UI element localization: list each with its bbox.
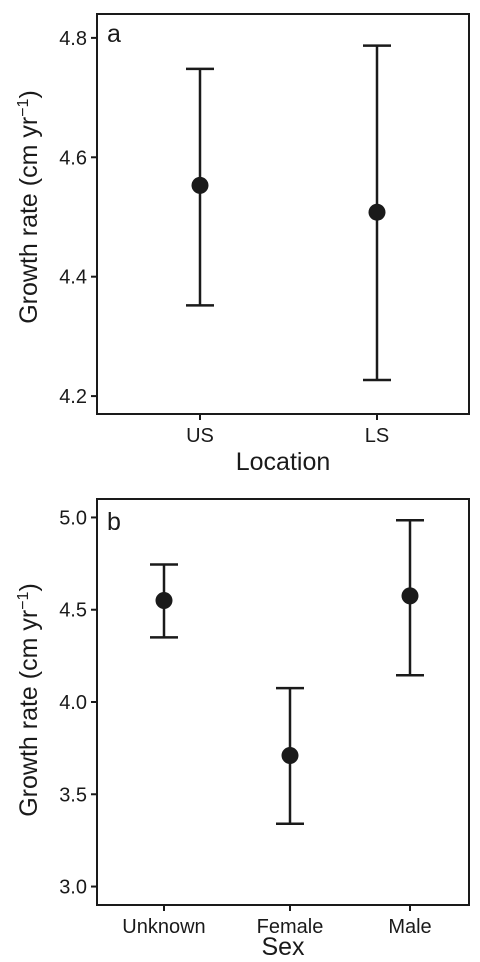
x-tick-label: Female	[257, 916, 324, 938]
y-tick-label: 4.0	[59, 692, 87, 714]
data-point	[155, 592, 173, 609]
panel-a-x-ticks: US LS	[186, 414, 389, 447]
y-tick-label: 3.0	[59, 877, 87, 899]
y-tick-label: 5.0	[59, 507, 87, 529]
panel-a-label: a	[107, 20, 121, 48]
y-tick-label: 4.4	[59, 267, 87, 289]
panel-a-y-axis-title-sup: −1	[15, 98, 32, 116]
panel-b-x-ticks: Unknown Female Male	[122, 905, 432, 938]
y-tick-label: 4.5	[59, 600, 87, 622]
panel-a-y-ticks: 4.2 4.4 4.6 4.8	[59, 28, 97, 408]
data-point	[191, 176, 209, 194]
panel-b-y-axis-title-main: Growth rate (cm yr	[15, 610, 43, 817]
panel-a-frame	[96, 13, 470, 415]
data-point	[401, 587, 419, 605]
panel-b-y-ticks: 3.0 3.5 4.0 4.5 5.0	[59, 507, 97, 899]
y-tick-label: 3.5	[59, 784, 87, 806]
panel-b: b 3.03.54.04.55.0 Unknown Female Male Sex …	[15, 498, 470, 961]
y-tick-label: 4.2	[59, 386, 87, 408]
panel-b-y-axis-title-sup: −1	[15, 591, 32, 609]
x-tick-label: US	[186, 425, 214, 447]
y-tick-label: 4.6	[59, 147, 87, 169]
panel-a: a 4.2 4.4 4.6 4.8 US LS Location Growth rate…	[15, 13, 470, 476]
panel-a-x-axis-title: Location	[236, 448, 331, 476]
panel-a-y-axis-title-close: )	[15, 90, 43, 98]
panel-b-y-axis-title: Growth rate (cm yr−1)	[15, 583, 43, 817]
panel-a-y-axis-title-main: Growth rate (cm yr	[15, 117, 43, 324]
x-tick-label: Unknown	[122, 916, 205, 938]
panel-a-y-axis-title: Growth rate (cm yr−1)	[15, 90, 43, 324]
x-tick-label: Male	[388, 916, 431, 938]
panel-a-marks	[186, 44, 391, 382]
panel-b-x-axis-title: Sex	[261, 933, 305, 961]
panel-b-y-axis-title-close: )	[15, 583, 43, 591]
y-tick-label: 4.8	[59, 28, 87, 50]
panel-b-marks	[150, 518, 424, 826]
data-point	[368, 203, 386, 221]
data-point	[281, 747, 299, 765]
panel-b-frame	[96, 498, 470, 906]
x-tick-label: LS	[365, 425, 389, 447]
panel-b-label: b	[107, 508, 121, 536]
